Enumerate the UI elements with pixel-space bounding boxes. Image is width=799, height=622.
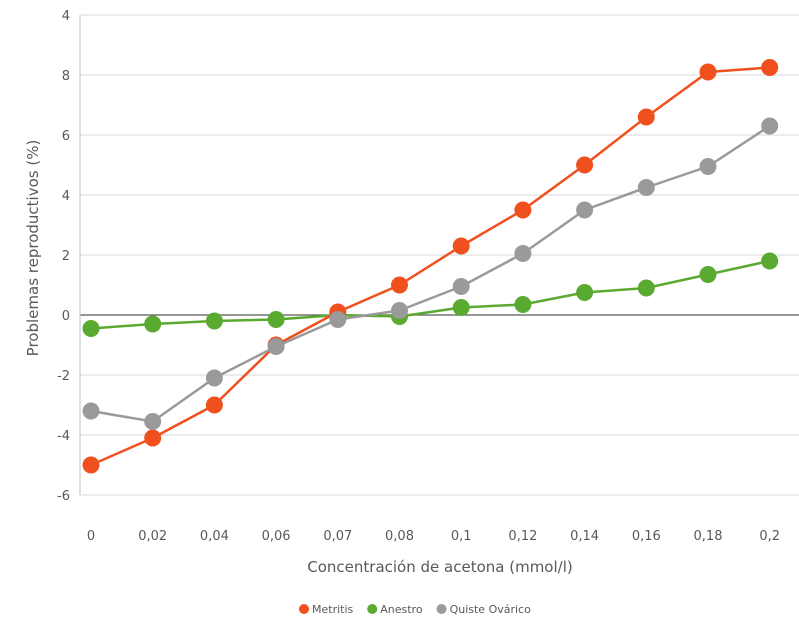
data-point: [637, 279, 655, 297]
data-point: [391, 302, 408, 319]
data-point: [699, 63, 717, 81]
data-point: [452, 237, 470, 255]
legend-marker: [436, 604, 447, 614]
y-axis-title: Problemas reproductivos (%): [24, 140, 42, 357]
data-point: [144, 429, 162, 447]
data-point: [576, 284, 594, 301]
data-point: [144, 315, 162, 333]
data-point: [637, 108, 655, 126]
data-point: [391, 276, 408, 294]
legend-label: Metritis: [312, 603, 354, 616]
y-tick-label: -4: [57, 429, 70, 444]
x-tick-label: 0,18: [694, 529, 723, 544]
data-point: [637, 179, 655, 196]
data-point: [144, 413, 162, 430]
data-point: [761, 117, 779, 135]
x-tick-label: 0: [87, 529, 95, 544]
data-point: [82, 456, 100, 474]
data-point: [82, 402, 100, 420]
x-tick-label: 0,02: [138, 529, 167, 544]
y-tick-label: 6: [62, 129, 70, 144]
x-tick-label: 0,12: [508, 529, 537, 544]
x-tick-label: 0,2: [759, 529, 780, 544]
data-point: [452, 278, 470, 295]
gridlines: [80, 14, 799, 496]
data-point: [514, 201, 532, 219]
legend-marker: [299, 604, 309, 614]
y-tick-label: -6: [57, 489, 70, 504]
data-point: [514, 245, 532, 262]
x-tick-label: 0,14: [570, 529, 599, 544]
data-point: [761, 252, 779, 270]
data-point: [82, 320, 100, 337]
data-point: [267, 311, 285, 328]
y-tick-label: 4: [62, 9, 70, 24]
data-point: [329, 311, 347, 328]
data-point: [576, 201, 594, 219]
data-point: [452, 299, 470, 316]
y-tick-label: 2: [62, 249, 70, 264]
data-point: [267, 338, 285, 355]
legend-label: Anestro: [380, 603, 423, 616]
series-line: [90, 66, 770, 467]
x-tick-label: 0,16: [632, 529, 661, 544]
x-axis-title: Concentración de acetona (mmol/l): [307, 558, 572, 576]
data-point: [205, 369, 223, 387]
y-tick-label: -2: [57, 369, 70, 384]
series-quiste-ov-rico: [82, 117, 779, 430]
y-tick-label: 4: [62, 189, 70, 204]
x-tick-label: 0,07: [323, 529, 352, 544]
series-layer: [82, 59, 779, 474]
data-point: [761, 59, 779, 76]
y-tick-labels: 4 8 6 4 2 0 -2 -4 -6: [57, 9, 70, 504]
x-tick-labels: 0 0,02 0,04 0,06 0,07 0,08 0,1 0,12 0,14 0,16 0,18…: [87, 529, 780, 544]
x-tick-label: 0,04: [200, 529, 229, 544]
series-metritis: [82, 59, 779, 474]
y-tick-label: 0: [62, 309, 70, 324]
y-tick-label: 8: [62, 69, 70, 84]
legend-label: Quiste Ovárico: [450, 603, 532, 616]
x-tick-label: 0,06: [262, 529, 291, 544]
legend: Metritis Anestro Quiste Ovárico: [299, 603, 531, 616]
data-point: [205, 396, 223, 414]
series-line: [90, 259, 770, 330]
x-tick-label: 0,08: [385, 529, 414, 544]
data-point: [699, 266, 717, 283]
data-point: [576, 156, 594, 174]
series-anestro: [82, 252, 779, 337]
data-point: [205, 312, 223, 330]
data-point: [514, 296, 532, 313]
legend-marker: [367, 604, 378, 614]
data-point: [699, 158, 717, 175]
series-line: [90, 124, 771, 423]
x-tick-label: 0,1: [451, 529, 472, 544]
